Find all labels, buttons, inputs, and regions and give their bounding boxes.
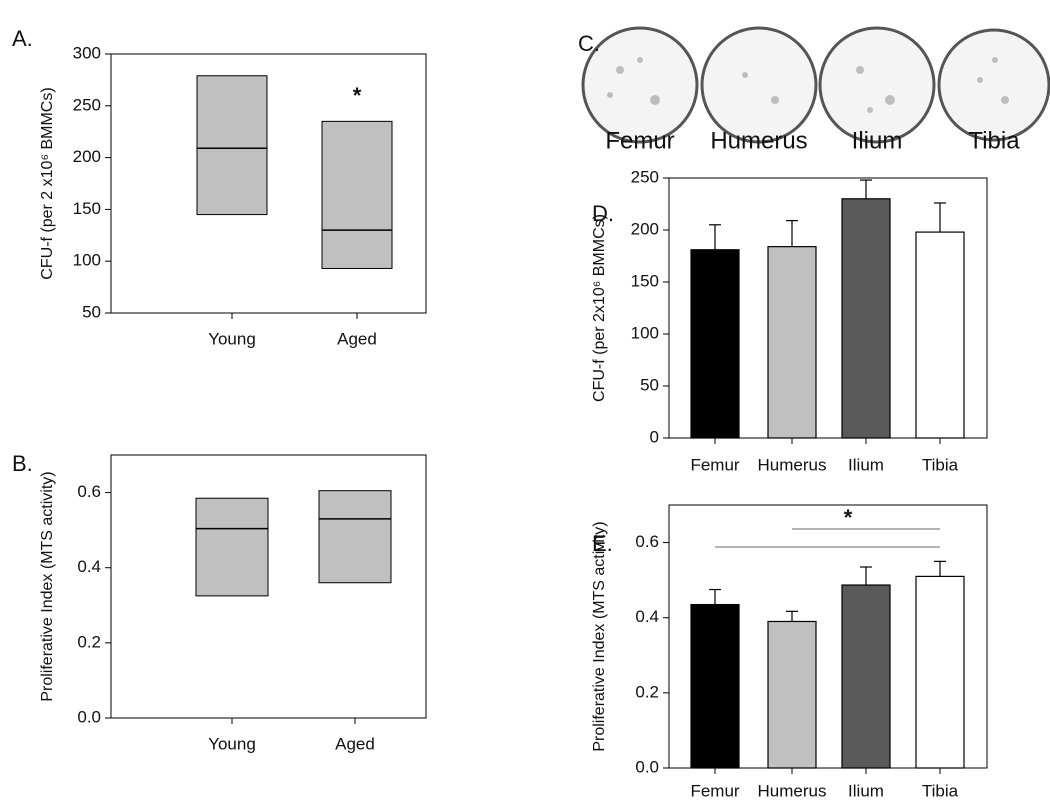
y-tick-label: 150 [631,271,659,290]
bar [690,603,740,769]
dish [937,28,1050,142]
y-tick-label: 250 [73,95,101,114]
y-tick-label: 100 [73,251,101,270]
dish [818,26,936,144]
y-tick-label: 0.4 [635,607,659,626]
y-tick-label: 0.2 [635,682,659,701]
significance-lines [715,528,940,548]
x-tick-label: Ilium [848,455,884,474]
x-tick-label: Young [208,329,256,348]
y-tick-label: 0.6 [635,532,659,551]
y-axis-label: Proliferative Index (MTS activity) [591,521,608,751]
plot-frame [110,53,427,314]
x-tick-label: Aged [335,734,375,753]
panel-label: E. [592,531,613,556]
y-axis-label: CFU-f (per 2 x10⁶ BMMCs) [39,87,56,279]
speckle [1001,96,1009,104]
plot-frame [668,177,988,439]
plot-frame [110,454,427,719]
y-tick-label: 0.4 [77,557,101,576]
plot-frame [668,504,988,769]
annotation: * [844,505,853,530]
x-tick-label: Ilium [852,127,903,154]
box [196,75,268,216]
dish [700,26,818,144]
speckle [616,66,624,74]
speckle [637,57,643,63]
dish [581,26,699,144]
panel-label: D. [592,201,614,226]
y-axis-label: Proliferative Index (MTS activity) [39,471,56,701]
y-tick-label: 50 [82,302,101,321]
bar [841,198,891,439]
panel-label: B. [12,451,33,476]
dish-images [581,26,1050,144]
x-tick-label: Humerus [758,781,827,800]
bar [767,246,817,439]
speckle [992,57,998,63]
bar [767,620,817,769]
speckle [650,95,660,105]
y-tick-label: 150 [73,199,101,218]
x-tick-label: Ilium [848,781,884,800]
bar [841,584,891,769]
x-tick-label: Humerus [710,127,807,154]
x-tick-label: Tibia [922,455,959,474]
y-axis-label: CFU-f (per 2x10⁶ BMMCs) [591,214,608,402]
x-tick-label: Femur [690,781,739,800]
speckle [607,92,613,98]
y-tick-label: 0.2 [77,632,101,651]
x-tick-label: Femur [690,455,739,474]
panel-label: C. [578,31,600,56]
box [195,497,269,597]
y-tick-label: 100 [631,323,659,342]
dish-speckles [607,57,1009,113]
x-tick-label: Aged [337,329,377,348]
box [321,120,393,269]
y-tick-label: 0.0 [77,707,101,726]
x-tick-label: Tibia [968,127,1020,154]
y-tick-label: 200 [631,219,659,238]
panel-label: A. [12,26,33,51]
box [318,490,392,584]
y-tick-label: 250 [631,167,659,186]
annotation: * [353,83,362,108]
x-tick-label: Tibia [922,781,959,800]
speckle [867,107,873,113]
speckle [771,96,779,104]
speckle [977,77,983,83]
y-tick-label: 300 [73,43,101,62]
x-tick-label: Young [208,734,256,753]
bar [915,575,965,769]
speckle [885,95,895,105]
speckle [856,66,864,74]
speckle [742,72,748,78]
y-tick-label: 0.6 [77,482,101,501]
bar [915,231,965,439]
y-tick-label: 0 [650,427,659,446]
x-tick-label: Femur [605,127,674,154]
y-tick-label: 50 [640,375,659,394]
y-tick-label: 200 [73,147,101,166]
y-tick-label: 0.0 [635,757,659,776]
x-tick-label: Humerus [758,455,827,474]
bar [690,249,740,439]
